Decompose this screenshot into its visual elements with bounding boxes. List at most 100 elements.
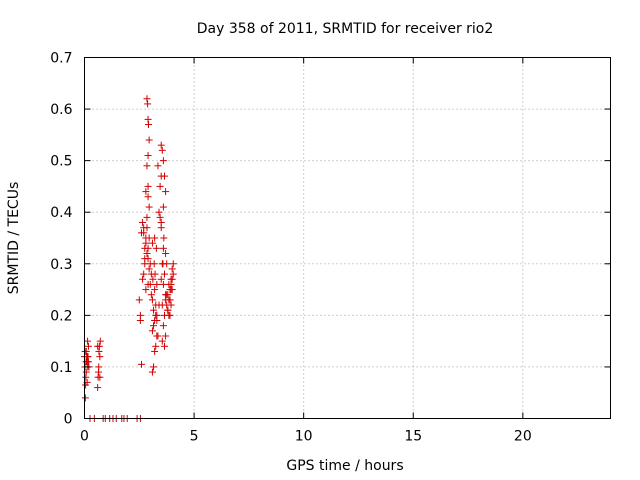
data-point <box>94 384 102 392</box>
y-tick-label: 0.7 <box>50 51 72 67</box>
data-point <box>81 394 89 402</box>
data-point <box>164 306 172 314</box>
data-point <box>151 347 159 355</box>
data-point <box>153 280 161 288</box>
data-point <box>169 270 177 278</box>
data-point <box>159 203 167 211</box>
data-point <box>143 224 151 232</box>
data-point <box>148 296 156 304</box>
data-point <box>159 322 167 330</box>
data-point <box>162 249 170 257</box>
data-point <box>160 234 168 242</box>
data-point <box>82 358 90 366</box>
grid <box>84 57 611 419</box>
data-point <box>153 317 161 325</box>
data-point <box>137 360 145 368</box>
data-point <box>157 275 165 283</box>
data-point <box>151 270 159 278</box>
data-point <box>82 381 90 389</box>
x-tick-label: 20 <box>514 429 532 445</box>
data-point <box>157 224 165 232</box>
data-point <box>148 327 156 335</box>
data-point <box>160 342 168 350</box>
data-point <box>169 260 177 268</box>
data-point <box>168 286 176 294</box>
data-point <box>159 157 167 165</box>
data-point <box>150 363 158 371</box>
data-point <box>168 265 176 273</box>
y-tick-label: 0.2 <box>50 308 72 324</box>
data-point <box>147 291 155 299</box>
data-point <box>139 275 147 283</box>
data-point <box>159 244 167 252</box>
y-tick-label: 0.6 <box>50 102 72 118</box>
x-tick-labels: 0 5 10 15 20 <box>80 429 532 445</box>
data-point <box>158 337 166 345</box>
data-point <box>142 239 150 247</box>
data-point <box>144 193 152 201</box>
data-point <box>166 311 174 319</box>
data-point <box>139 219 147 227</box>
data-point <box>166 296 174 304</box>
axis-ticks <box>84 57 611 419</box>
data-point <box>137 229 145 237</box>
data-point <box>84 342 92 350</box>
data-point <box>142 286 150 294</box>
data-point <box>144 151 152 159</box>
y-tick-label: 0.1 <box>50 360 72 376</box>
data-point <box>148 368 156 376</box>
y-tick-label: 0.3 <box>50 257 72 273</box>
x-tick-label: 0 <box>80 429 89 445</box>
data-point <box>144 182 152 190</box>
data-point <box>150 260 158 268</box>
x-tick-label: 5 <box>190 429 199 445</box>
data-point <box>156 213 164 221</box>
data-point <box>157 141 165 149</box>
data-point <box>164 291 172 299</box>
data-point <box>160 172 168 180</box>
data-point <box>148 239 156 247</box>
data-point <box>144 244 152 252</box>
y-axis-label: SRMTID / TECUs <box>6 182 22 295</box>
data-point <box>144 280 152 288</box>
data-point <box>96 353 104 361</box>
data-point <box>94 342 102 350</box>
data-point <box>165 280 173 288</box>
y-tick-label: 0 <box>64 412 73 428</box>
data-point <box>152 311 160 319</box>
data-point <box>136 311 144 319</box>
data-point <box>145 265 153 273</box>
data-point <box>155 208 163 216</box>
data-point <box>144 121 152 129</box>
data-point <box>145 136 153 144</box>
data-point <box>143 213 151 221</box>
data-point <box>150 306 158 314</box>
data-point <box>135 296 143 304</box>
data-point <box>151 286 159 294</box>
data-point <box>167 301 175 309</box>
data-point <box>95 368 103 376</box>
plot-area-frame <box>84 57 611 419</box>
data-point <box>96 373 104 381</box>
data-point <box>145 203 153 211</box>
data-point <box>151 234 159 242</box>
x-tick-label: 10 <box>295 429 313 445</box>
data-point <box>150 322 158 330</box>
data-point <box>149 275 157 283</box>
data-point <box>154 162 162 170</box>
data-point <box>152 244 160 252</box>
chart-title: Day 358 of 2011, SRMTID for receiver rio… <box>197 21 494 37</box>
data-point <box>167 275 175 283</box>
x-axis-label: GPS time / hours <box>286 458 403 474</box>
data-point <box>84 337 92 345</box>
y-tick-label: 0.4 <box>50 205 72 221</box>
data-point <box>158 146 166 154</box>
data-point <box>143 162 151 170</box>
data-point <box>142 188 150 196</box>
data-point <box>81 347 89 355</box>
data-point <box>162 332 170 340</box>
data-point <box>163 260 171 268</box>
y-tick-label: 0.5 <box>50 154 72 170</box>
data-point <box>143 249 151 257</box>
